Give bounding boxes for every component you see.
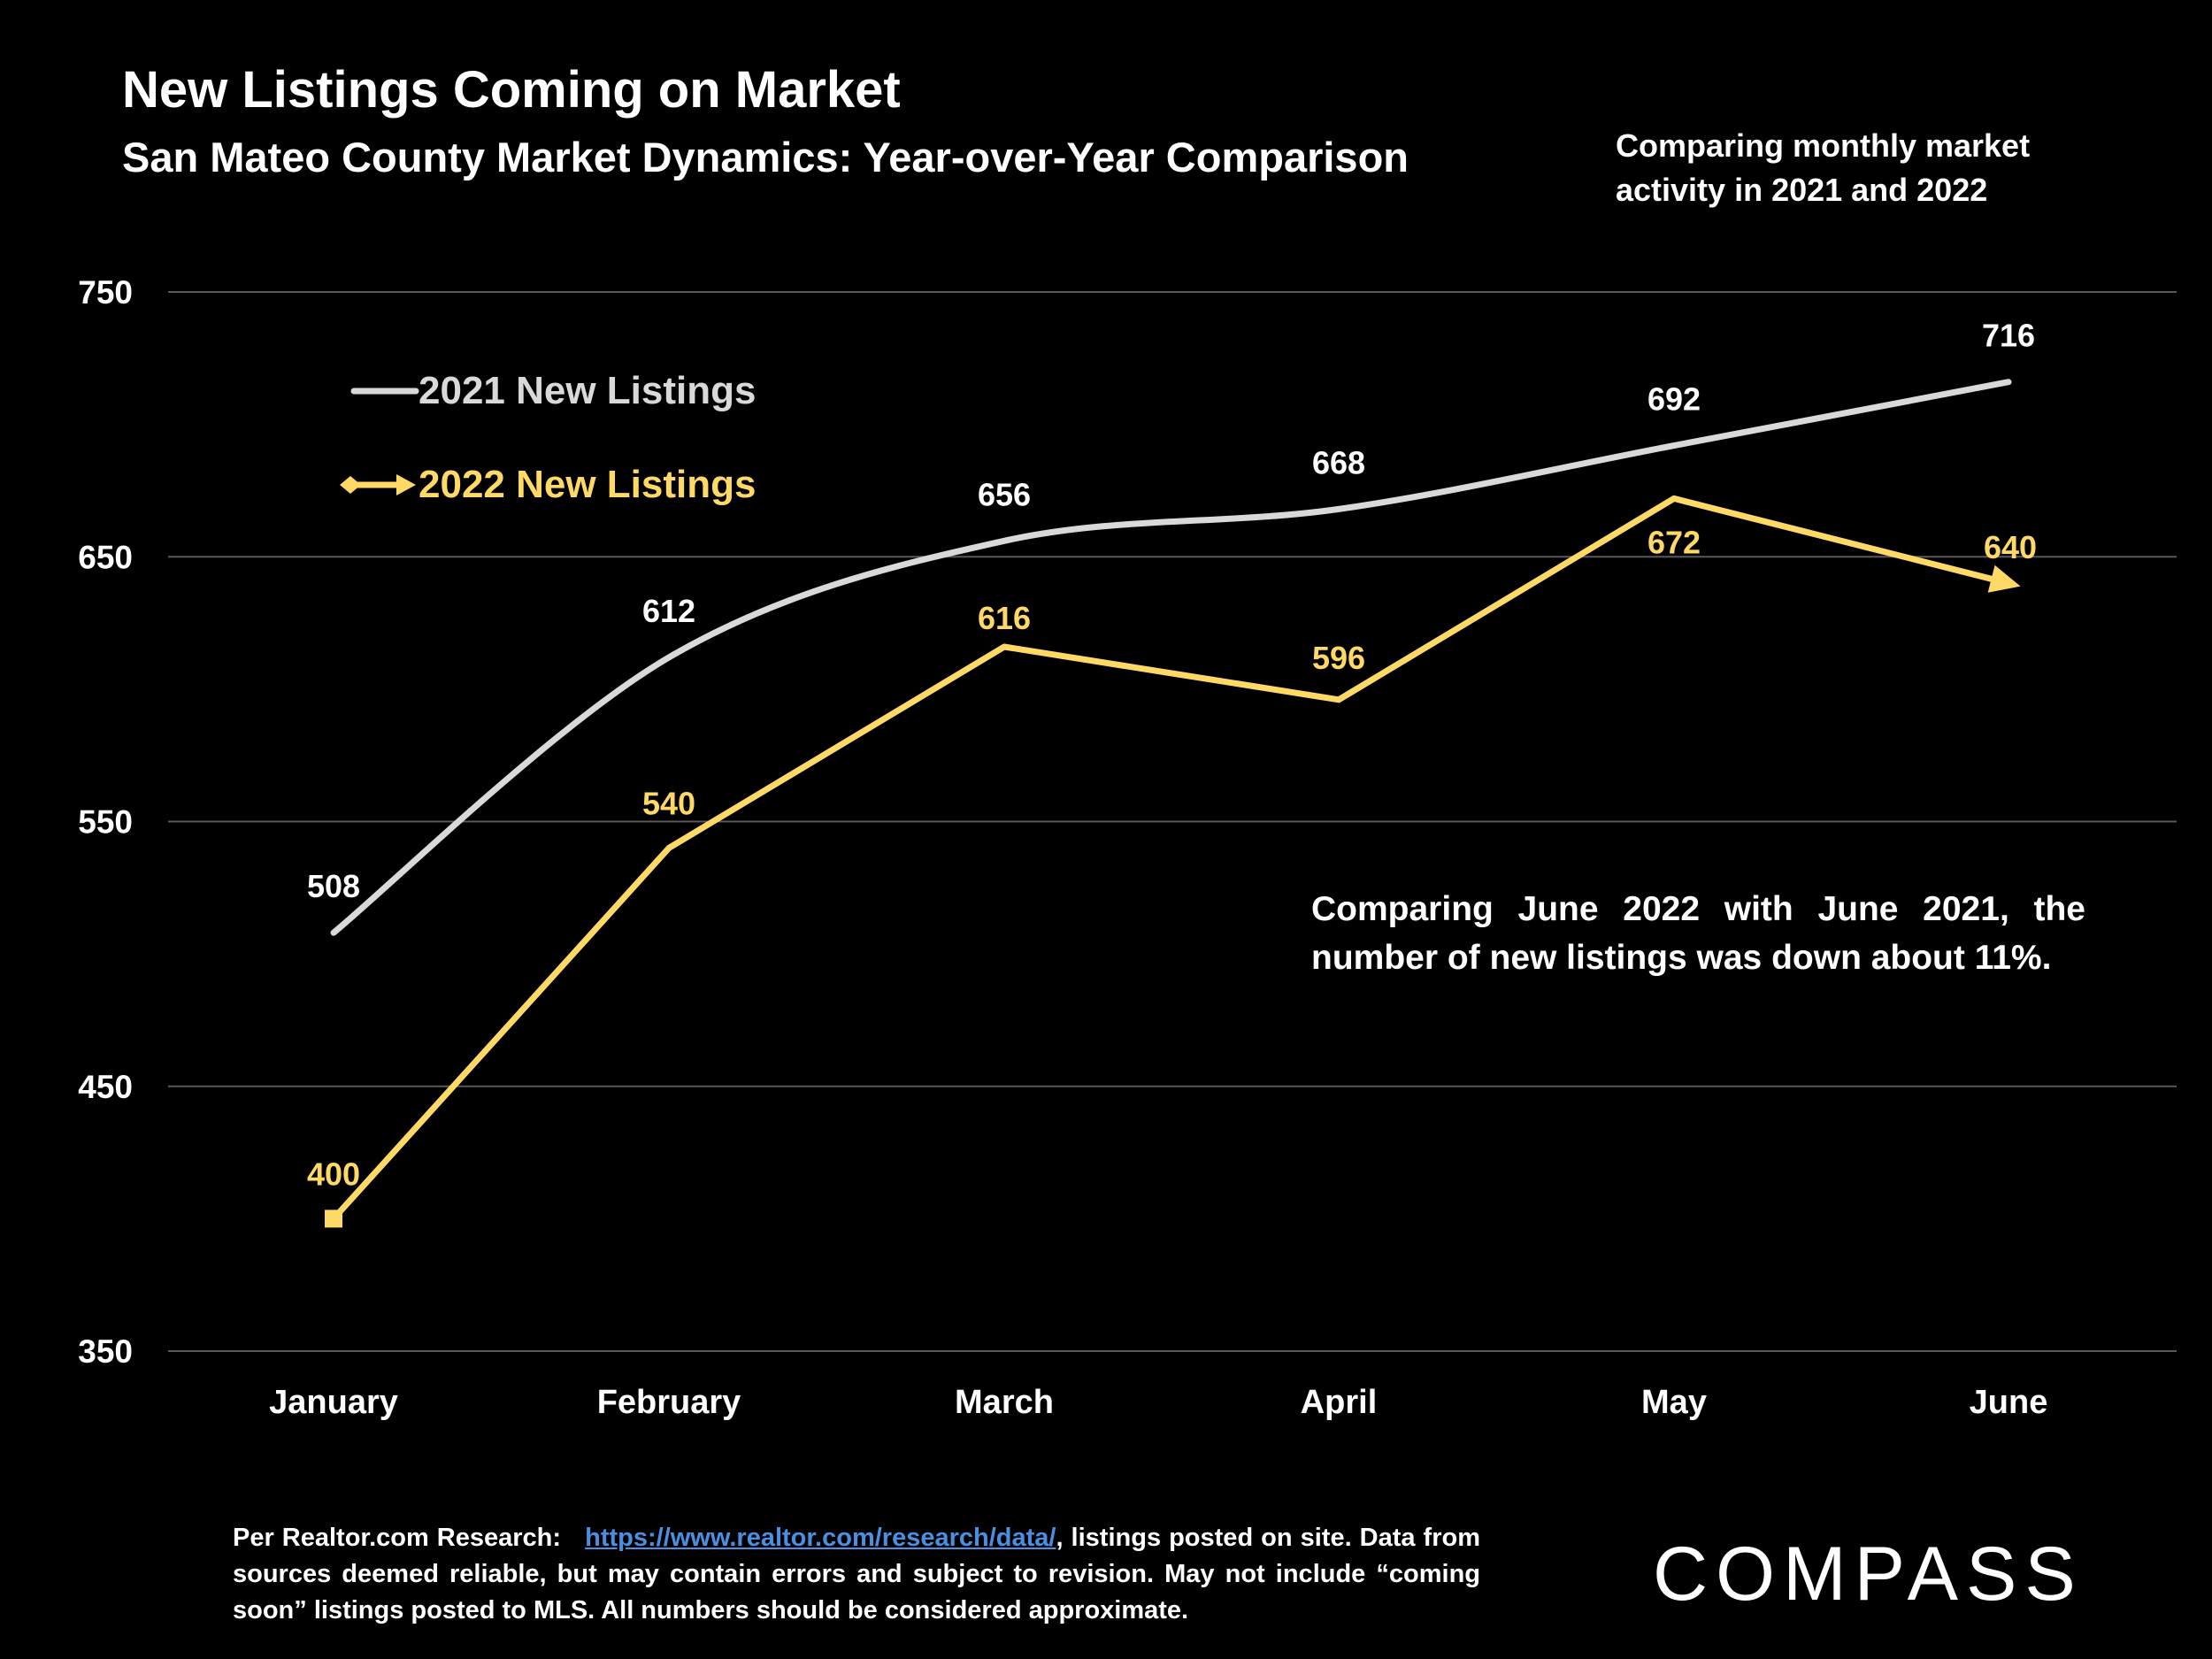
data-label-2021: 716 bbox=[1982, 318, 2035, 354]
data-label-2021: 656 bbox=[978, 476, 1031, 512]
y-tick-label: 650 bbox=[78, 539, 133, 575]
data-label-2022: 400 bbox=[307, 1156, 360, 1192]
legend-label-2022: 2022 New Listings bbox=[419, 463, 756, 506]
data-label-2021: 692 bbox=[1647, 381, 1701, 418]
y-tick-label: 350 bbox=[78, 1333, 133, 1370]
page-subtitle: San Mateo County Market Dynamics: Year-o… bbox=[122, 134, 1409, 180]
legend-label-2021: 2021 New Listings bbox=[419, 369, 756, 412]
footer-prefix: Per Realtor.com Research: bbox=[233, 1524, 562, 1552]
x-axis-ticks: January February March April May June bbox=[269, 1384, 2047, 1421]
callout-text: Comparing June 2022 with June 2021, the … bbox=[1311, 890, 2085, 977]
page-title: New Listings Coming on Market bbox=[122, 61, 901, 119]
x-tick-label: June bbox=[1970, 1384, 2048, 1421]
x-tick-label: May bbox=[1641, 1384, 1707, 1421]
x-tick-label: March bbox=[955, 1384, 1054, 1421]
x-tick-label: January bbox=[269, 1384, 398, 1421]
series-2022-start-marker bbox=[325, 1210, 342, 1228]
x-tick-label: February bbox=[597, 1384, 741, 1421]
x-tick-label: April bbox=[1301, 1384, 1378, 1421]
y-tick-label: 450 bbox=[78, 1069, 133, 1105]
series-2022-line bbox=[331, 495, 2009, 1221]
series-lines bbox=[325, 379, 2021, 1228]
source-footer: Per Realtor.com Research: https://www.re… bbox=[233, 1520, 1480, 1629]
series-2022-end-arrow bbox=[1987, 565, 2021, 593]
data-label-2022: 640 bbox=[1984, 529, 2037, 565]
data-label-2021: 612 bbox=[642, 593, 695, 629]
footer-suffix: , listings posted on site. Data from sou… bbox=[233, 1524, 1480, 1624]
data-label-2021: 668 bbox=[1312, 444, 1365, 480]
source-link[interactable]: https://www.realtor.com/research/data/ bbox=[585, 1524, 1056, 1552]
grid-lines bbox=[168, 291, 2177, 1352]
compass-logo: COMPASS bbox=[1653, 1532, 2084, 1617]
data-label-2021: 508 bbox=[307, 868, 360, 904]
comparison-note: Comparing monthly market activity in 202… bbox=[1616, 127, 2031, 208]
data-label-2022: 672 bbox=[1647, 524, 1701, 560]
data-label-2022: 616 bbox=[978, 600, 1031, 636]
series-2021-line bbox=[330, 379, 2012, 936]
data-label-2022: 596 bbox=[1312, 640, 1365, 676]
y-axis-ticks: 350 450 550 650 750 bbox=[78, 274, 133, 1370]
y-tick-label: 750 bbox=[78, 274, 133, 311]
data-labels: 508 612 656 668 692 716 400 540 616 596 672 640 bbox=[307, 318, 2037, 1193]
legend-arrow-2022 bbox=[396, 474, 416, 495]
legend-diamond-2022 bbox=[340, 476, 361, 494]
y-tick-label: 550 bbox=[78, 804, 133, 841]
data-label-2022: 540 bbox=[642, 785, 695, 821]
legend: 2021 New Listings 2022 New Listings bbox=[340, 369, 756, 506]
